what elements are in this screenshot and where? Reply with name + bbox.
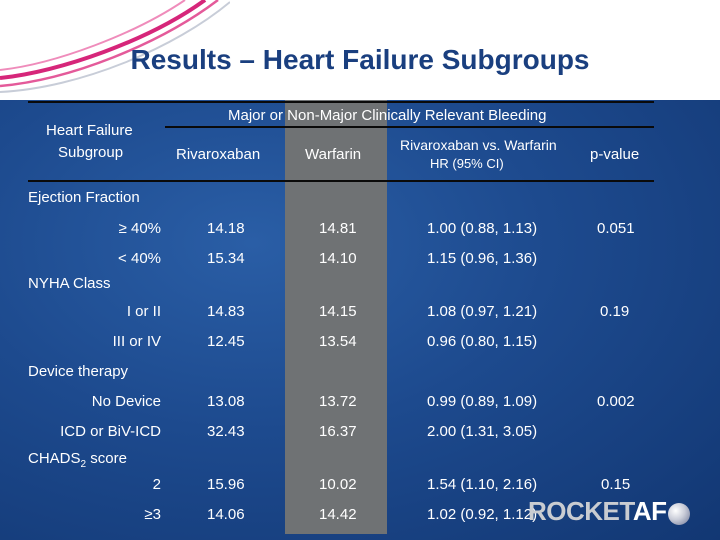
- section-nyha-class: NYHA Class: [28, 275, 111, 292]
- cell-warfarin: 10.02: [319, 476, 357, 493]
- cell-hr: 1.02 (0.92, 1.12): [427, 506, 538, 523]
- cell-hr: 2.00 (1.31, 3.05): [427, 423, 538, 440]
- col-rivaroxaban: Rivaroxaban: [176, 146, 261, 163]
- col-hr-line2: HR (95% CI): [430, 156, 504, 171]
- cell-rivaroxaban: 12.45: [207, 333, 245, 350]
- cell-warfarin: 14.81: [319, 220, 357, 237]
- row-label: 2: [152, 476, 161, 493]
- row-label: I or II: [126, 303, 161, 320]
- row-label: ≥ 40%: [118, 220, 161, 237]
- cell-rivaroxaban: 13.08: [207, 393, 245, 410]
- cell-warfarin: 14.15: [319, 303, 357, 320]
- col-subgroup-line2: Subgroup: [58, 144, 124, 161]
- row-label: III or IV: [112, 333, 161, 350]
- section-ejection-fraction: Ejection Fraction: [28, 189, 140, 206]
- cell-hr: 1.08 (0.97, 1.21): [427, 303, 538, 320]
- col-subgroup-line1: Heart Failure: [46, 122, 133, 139]
- col-hr-line1: Rivaroxaban vs. Warfarin: [400, 137, 557, 153]
- col-pvalue: p-value: [590, 146, 640, 163]
- cell-pvalue: 0.051: [597, 220, 635, 237]
- warfarin-column-highlight: [285, 100, 387, 534]
- cell-rivaroxaban: 14.06: [207, 506, 245, 523]
- cell-hr: 0.99 (0.89, 1.09): [427, 393, 538, 410]
- section-chads-subscript: 2: [80, 459, 87, 470]
- cell-rivaroxaban: 15.96: [207, 476, 245, 493]
- col-warfarin: Warfarin: [305, 146, 362, 163]
- group-header: Major or Non-Major Clinically Relevant B…: [228, 107, 547, 124]
- cell-warfarin: 13.54: [319, 333, 357, 350]
- section-chads2-score: CHADS2 score: [28, 451, 127, 470]
- logo-part-af: AF: [632, 496, 667, 526]
- header-bottom-rule: [28, 180, 654, 182]
- row-label: < 40%: [118, 250, 161, 267]
- cell-rivaroxaban: 14.18: [207, 220, 245, 237]
- header-mid-rule: [165, 126, 654, 128]
- row-label: ≥3: [144, 506, 161, 523]
- cell-pvalue: 0.002: [597, 393, 635, 410]
- cell-rivaroxaban: 32.43: [207, 423, 245, 440]
- cell-rivaroxaban: 14.83: [207, 303, 245, 320]
- swoosh-logo-icon: [0, 0, 230, 93]
- section-chads-label: CHADS: [28, 450, 81, 467]
- cell-warfarin: 14.10: [319, 250, 357, 267]
- cell-pvalue: 0.19: [600, 303, 630, 320]
- cell-pvalue: 0.15: [601, 476, 631, 493]
- header-top-rule: [28, 101, 654, 103]
- cell-hr: 1.00 (0.88, 1.13): [427, 220, 538, 237]
- cell-hr: 1.15 (0.96, 1.36): [427, 250, 538, 267]
- cell-hr: 1.54 (1.10, 2.16): [427, 476, 538, 493]
- rocket-af-logo: ROCKETAF: [528, 498, 667, 524]
- title-band: [0, 0, 720, 100]
- globe-icon: [668, 503, 690, 525]
- cell-rivaroxaban: 15.34: [207, 250, 245, 267]
- cell-warfarin: 13.72: [319, 393, 357, 410]
- cell-warfarin: 14.42: [319, 506, 357, 523]
- row-label: ICD or BiV-ICD: [60, 423, 161, 440]
- cell-warfarin: 16.37: [319, 423, 357, 440]
- logo-part-rocket: ROCKET: [528, 496, 633, 526]
- section-device-therapy: Device therapy: [28, 363, 129, 380]
- section-chads-suffix: score: [86, 450, 127, 467]
- row-label: No Device: [91, 393, 161, 410]
- slide-title: Results – Heart Failure Subgroups: [130, 44, 590, 75]
- cell-hr: 0.96 (0.80, 1.15): [427, 333, 538, 350]
